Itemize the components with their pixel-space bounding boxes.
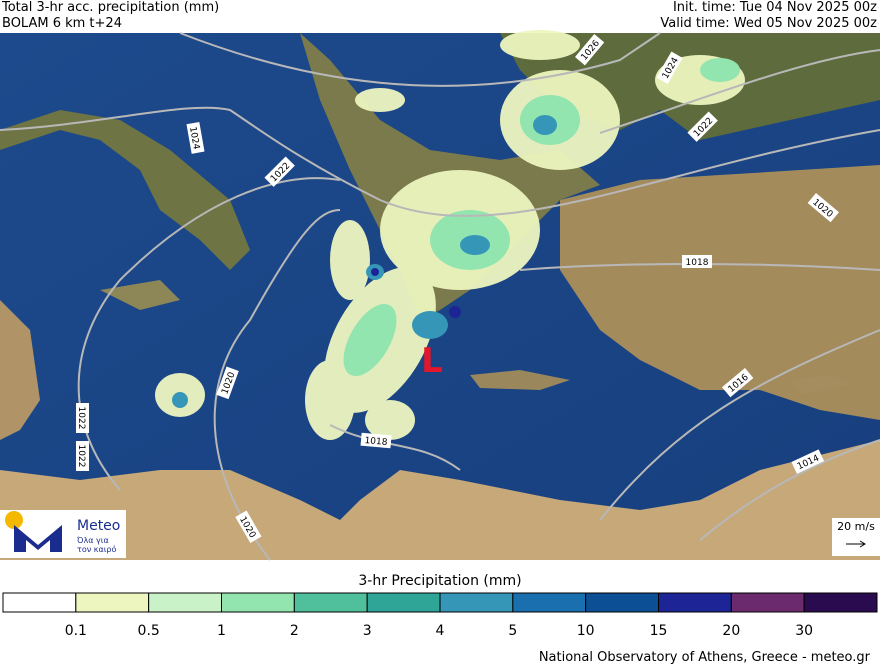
- isobar-label: 1022: [76, 441, 89, 471]
- colorbar-label: 20: [722, 623, 740, 639]
- colorbar-swatch: [2, 592, 77, 613]
- model: BOLAM 6 km t+24: [2, 16, 122, 31]
- isobar-label-bg: [791, 449, 825, 474]
- colorbar-label: 3: [363, 623, 372, 639]
- isobar-label-bg: [682, 255, 712, 268]
- isobar-label-bg: [722, 367, 754, 398]
- colorbar-label: 30: [795, 623, 813, 639]
- colorbar-label: 0.5: [138, 623, 160, 639]
- logo-name: Meteo: [77, 518, 120, 534]
- colorbar-label: 2: [290, 623, 299, 639]
- isobar-label-bg: [656, 51, 683, 84]
- logo-m: [14, 525, 62, 552]
- colorbar-swatch: [366, 592, 441, 613]
- colorbar-swatch: [585, 592, 660, 613]
- footer: National Observatory of Athens, Greece -…: [539, 650, 871, 665]
- colorbar-swatch: [148, 592, 223, 613]
- isobar-label-bg: [360, 432, 392, 449]
- wind-arrow: [846, 540, 866, 548]
- logo-tagline: Όλα για: [76, 535, 109, 545]
- wind-legend: 20 m/s: [837, 520, 875, 533]
- colorbar-swatch: [658, 592, 732, 613]
- isobar-label-bg: [186, 122, 205, 154]
- init-time: Init. time: Tue 04 Nov 2025 00z: [673, 0, 877, 15]
- logo-sun: [5, 511, 23, 529]
- wind-legend-box: [832, 518, 880, 556]
- isobar-label-bg: [807, 192, 839, 223]
- valid-time: Valid time: Wed 05 Nov 2025 00z: [660, 16, 877, 31]
- colorbar-swatch: [512, 592, 587, 613]
- colorbar-swatch: [439, 592, 514, 613]
- colorbar-label: 15: [650, 623, 668, 639]
- map: [0, 30, 880, 561]
- colorbar-swatch: [221, 592, 295, 613]
- colorbar-label: 1: [217, 623, 226, 639]
- isobar-label-bg: [216, 366, 239, 400]
- isobar-label-text: 1022: [76, 445, 86, 468]
- low-marker: L: [421, 341, 443, 381]
- colorbar-swatch: [730, 592, 805, 613]
- colorbar-swatch: [75, 592, 150, 613]
- isobar-label-bg: [235, 510, 262, 543]
- isobar-label-bg: [264, 156, 295, 187]
- isobar-label-bg: [574, 34, 605, 66]
- isobar-label-bg: [687, 111, 718, 142]
- isobar-label-text: 1018: [364, 436, 388, 448]
- isobar-label-text: 1018: [686, 258, 709, 268]
- isobar-label-bg: [76, 403, 89, 433]
- colorbar-label: 4: [436, 623, 445, 639]
- colorbar-swatch: [803, 592, 878, 613]
- isobar-label: 1018: [360, 432, 392, 449]
- isobar-label-text: 1022: [76, 407, 86, 430]
- logo-tagline: τον καιρό: [77, 544, 116, 554]
- colorbar-label: 0.1: [65, 623, 87, 639]
- isobar-label: 1018: [682, 255, 712, 268]
- title: Total 3-hr acc. precipitation (mm): [1, 0, 219, 15]
- colorbar-label: 10: [577, 623, 595, 639]
- colorbar-label: 5: [508, 623, 517, 639]
- isobar-label-text: 1024: [187, 126, 201, 151]
- isobar-label-bg: [76, 441, 89, 471]
- colorbar-swatch: [293, 592, 368, 613]
- isobar-label: 1022: [76, 403, 89, 433]
- isobar-label: 1024: [186, 122, 205, 154]
- colorbar-title: 3-hr Precipitation (mm): [358, 573, 521, 589]
